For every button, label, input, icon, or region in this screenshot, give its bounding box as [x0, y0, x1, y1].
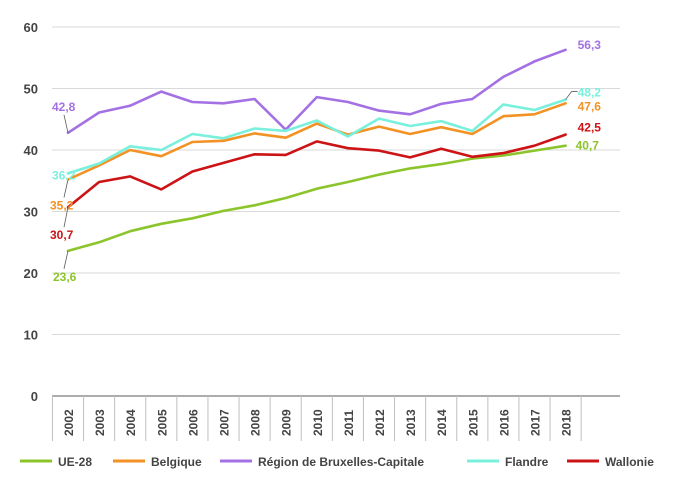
x-tick-label: 2010 — [311, 409, 325, 436]
x-tick-label: 2018 — [560, 409, 574, 436]
x-tick-label: 2004 — [124, 409, 138, 436]
axes: 0 10 20 30 40 50 60 2002 2003 2004 2005 2006 2007 200… — [24, 20, 620, 441]
series-lines — [66, 48, 567, 253]
x-tick-label: 2011 — [342, 410, 356, 436]
x-tick-label: 2002 — [62, 409, 76, 436]
x-tick-label: 2009 — [280, 409, 294, 436]
y-tick-label: 20 — [24, 266, 38, 281]
y-tick-label: 30 — [24, 205, 38, 220]
x-tick-label: 2006 — [186, 409, 200, 436]
legend-label: Wallonie — [605, 455, 654, 469]
data-label-leader — [63, 250, 69, 269]
data-label: 42,8 — [52, 100, 76, 114]
x-tick-label: 2013 — [404, 409, 418, 436]
data-label: 56,3 — [578, 38, 602, 52]
y-tick-label: 40 — [24, 143, 38, 158]
data-label-leader — [63, 207, 69, 228]
x-tick-label: 2015 — [466, 409, 480, 436]
y-tick-label: 50 — [24, 82, 38, 97]
legend-label: UE-28 — [58, 455, 92, 469]
data-label-leader — [63, 179, 69, 198]
x-tick-label: 2012 — [373, 409, 387, 436]
data-label: 42,5 — [578, 121, 602, 135]
data-label: 47,6 — [578, 99, 602, 113]
y-tick-label: 0 — [31, 389, 38, 404]
gridlines — [52, 26, 620, 335]
x-tick-label: 2007 — [218, 409, 232, 436]
data-label: 35,2 — [50, 199, 74, 213]
data-label: 40,7 — [576, 139, 600, 153]
data-label: 30,7 — [50, 228, 74, 242]
x-tick-label: 2003 — [93, 409, 107, 436]
series-line-4 — [66, 133, 567, 209]
y-tick-label: 60 — [24, 20, 38, 35]
data-label-leader — [565, 91, 578, 100]
legend: UE-28 Belgique Région de Bruxelles-Capital… — [20, 455, 654, 469]
series-line-3 — [66, 98, 567, 175]
data-labels: 23,6 40,7 35,2 47,6 42,8 56,3 36,2 48,2 30,7 42,5 — [50, 38, 601, 284]
series-line-0 — [66, 144, 567, 253]
x-tick-label: 2016 — [497, 409, 511, 436]
data-label: 23,6 — [53, 270, 77, 284]
y-tick-label: 10 — [24, 328, 38, 343]
x-tick-label: 2014 — [435, 409, 449, 436]
series-line-2 — [66, 48, 567, 135]
data-label-leader — [63, 114, 69, 133]
x-tick-label: 2017 — [529, 409, 543, 436]
series-line-1 — [66, 102, 567, 181]
data-label: 36,2 — [52, 168, 76, 182]
x-tick-label: 2005 — [155, 409, 169, 436]
legend-label: Flandre — [505, 455, 549, 469]
x-tick-label: 2008 — [249, 409, 263, 436]
legend-label: Belgique — [151, 455, 202, 469]
data-label: 48,2 — [578, 86, 602, 100]
legend-label: Région de Bruxelles-Capitale — [258, 455, 424, 469]
